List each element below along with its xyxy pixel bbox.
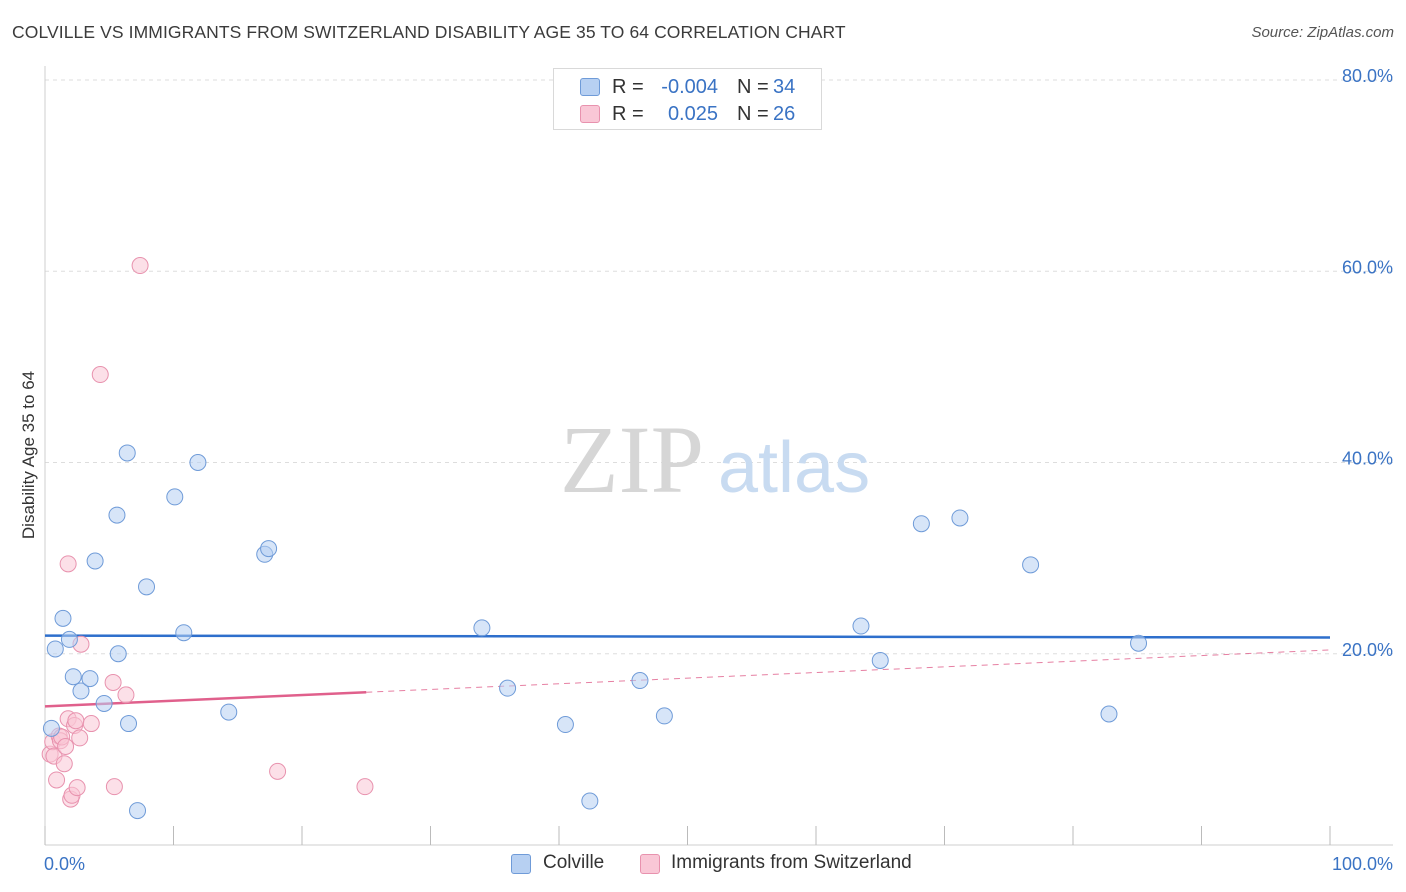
point-colville — [95, 694, 113, 712]
point-colville — [46, 640, 64, 658]
point-colville — [86, 552, 104, 570]
legend-label-colville: Colville — [543, 852, 605, 873]
watermark-atlas: atlas — [718, 428, 870, 508]
point-switzerland — [59, 555, 77, 573]
trend-line-switzerland-projection — [366, 649, 1331, 693]
legend-row-colville: R = -0.004 N = 34 — [554, 74, 821, 100]
y-tick-label: 40.0% — [1342, 449, 1393, 469]
source-label: Source: ZipAtlas.com — [1251, 24, 1394, 41]
chart-title: COLVILLE VS IMMIGRANTS FROM SWITZERLAND … — [12, 22, 846, 42]
point-colville — [499, 679, 517, 697]
point-colville — [260, 540, 278, 558]
point-switzerland — [68, 779, 86, 797]
legend-n-value: 26 — [773, 103, 796, 125]
point-switzerland — [356, 778, 374, 796]
legend-r-label: R = — [612, 103, 644, 125]
point-colville — [220, 703, 238, 721]
point-colville — [81, 670, 99, 688]
point-switzerland — [91, 366, 109, 384]
point-switzerland — [48, 771, 66, 789]
y-tick-label: 20.0% — [1342, 640, 1393, 660]
point-colville — [951, 509, 969, 527]
point-colville — [109, 645, 127, 663]
point-colville — [120, 715, 138, 733]
point-colville — [189, 454, 207, 471]
legend-n-value: 34 — [773, 76, 796, 98]
x-tick-label: 0.0% — [44, 854, 85, 874]
point-colville — [655, 707, 673, 725]
stats-legend: R = -0.004 N = 34 R = 0.025 N = 26 — [553, 68, 822, 130]
legend-n-label: N = — [737, 76, 769, 98]
legend-swatch-switzerland — [640, 854, 660, 874]
point-colville — [1100, 705, 1118, 723]
point-switzerland — [105, 778, 123, 796]
point-switzerland — [131, 257, 149, 275]
point-colville — [166, 488, 184, 506]
legend-n-label: N = — [737, 103, 769, 125]
grid-lines — [45, 79, 1393, 655]
point-colville — [473, 619, 491, 637]
legend-r-value: 0.025 — [667, 103, 718, 125]
watermark: ZIP atlas — [560, 406, 870, 513]
point-colville — [42, 719, 60, 737]
point-colville — [912, 515, 930, 533]
point-colville — [60, 630, 78, 648]
point-switzerland — [269, 762, 287, 780]
trend-line-switzerland — [44, 690, 367, 708]
point-colville — [1022, 556, 1040, 574]
point-colville — [129, 802, 147, 820]
point-colville — [581, 792, 599, 810]
legend-swatch-pink — [580, 105, 600, 123]
legend-swatch-colville — [511, 854, 531, 874]
point-colville — [118, 444, 136, 462]
point-switzerland — [71, 729, 89, 747]
point-colville — [556, 716, 574, 734]
point-switzerland — [82, 715, 100, 733]
legend-label-switzerland: Immigrants from Switzerland — [671, 852, 912, 873]
x-tick-label: 100.0% — [1332, 854, 1393, 874]
data-points — [41, 257, 1148, 820]
point-colville — [631, 672, 649, 690]
y-tick-label: 60.0% — [1342, 257, 1393, 277]
point-colville — [72, 682, 90, 700]
tick-labels: 20.0% 40.0% 60.0% 80.0% 0.0% 100.0% — [44, 66, 1393, 874]
point-colville — [175, 624, 193, 642]
point-colville — [852, 617, 870, 635]
point-switzerland — [55, 755, 73, 773]
point-colville — [1130, 634, 1148, 652]
y-tick-label: 80.0% — [1342, 66, 1393, 86]
point-switzerland — [57, 738, 75, 756]
watermark-zip: ZIP — [560, 406, 704, 513]
legend-swatch-blue — [580, 78, 600, 96]
point-colville — [871, 651, 889, 669]
point-colville — [54, 609, 72, 627]
legend-r-value: -0.004 — [661, 76, 718, 98]
point-colville — [108, 506, 126, 524]
point-colville — [138, 578, 156, 596]
point-switzerland — [117, 686, 135, 704]
y-axis-label: Disability Age 35 to 64 — [19, 371, 38, 539]
point-colville — [64, 668, 82, 686]
point-switzerland — [67, 712, 85, 730]
legend-r-label: R = — [612, 76, 644, 98]
trend-line-colville — [44, 634, 1331, 639]
legend-row-switzerland: R = 0.025 N = 26 — [554, 101, 821, 127]
point-switzerland — [104, 673, 122, 691]
axes — [44, 66, 1393, 846]
